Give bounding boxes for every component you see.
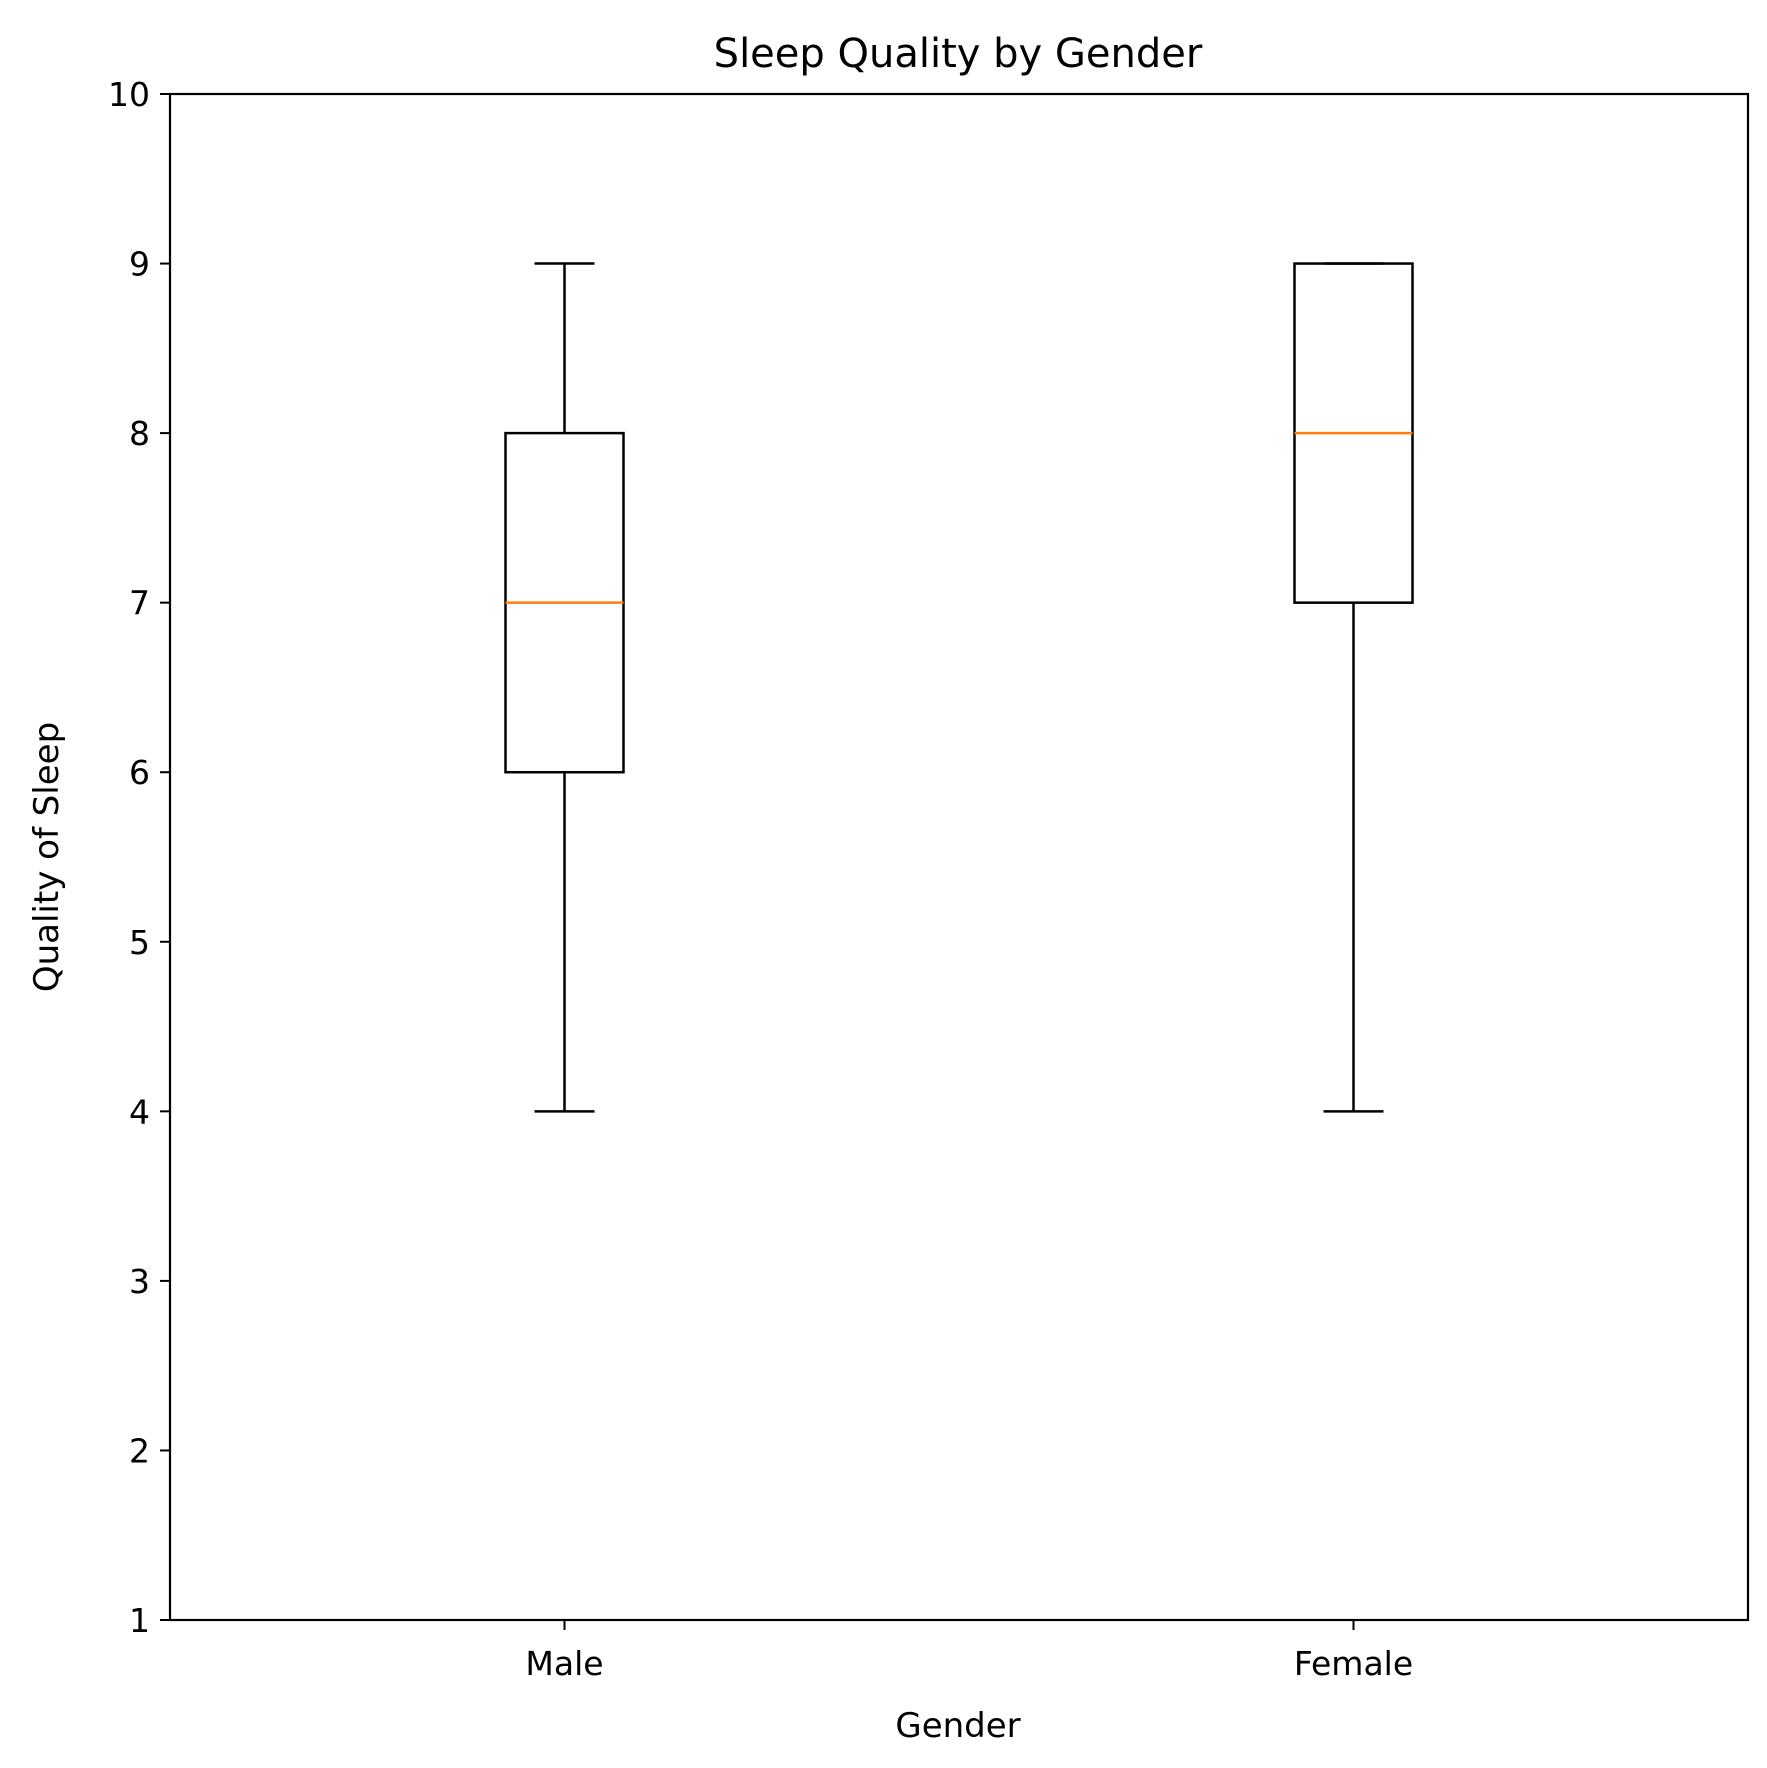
y-tick-label-3: 3 — [129, 1262, 150, 1301]
chart-title: Sleep Quality by Gender — [714, 31, 1203, 77]
y-tick-label-1: 1 — [129, 1601, 150, 1640]
y-tick-label-8: 8 — [129, 414, 150, 453]
x-axis-label: Gender — [895, 1706, 1020, 1746]
y-tick-label-10: 10 — [108, 75, 150, 114]
plot-area — [504, 262, 1414, 1113]
y-tick-label-9: 9 — [129, 245, 150, 284]
x-tick-label-female: Female — [1294, 1644, 1413, 1683]
y-tick-label-6: 6 — [129, 753, 150, 792]
y-axis-label: Quality of Sleep — [27, 722, 67, 992]
y-tick-label-7: 7 — [129, 584, 150, 623]
box-female — [1293, 262, 1414, 1113]
y-tick-label-5: 5 — [129, 923, 150, 962]
y-tick-label-2: 2 — [129, 1431, 150, 1470]
y-tick-label-4: 4 — [129, 1092, 150, 1131]
box-male — [504, 262, 625, 1113]
x-axis: Male Female — [525, 1620, 1413, 1683]
x-tick-label-male: Male — [525, 1644, 603, 1683]
axes-frame — [168, 92, 1750, 1622]
y-axis: 1 2 3 4 5 6 7 8 9 10 — [108, 75, 170, 1640]
